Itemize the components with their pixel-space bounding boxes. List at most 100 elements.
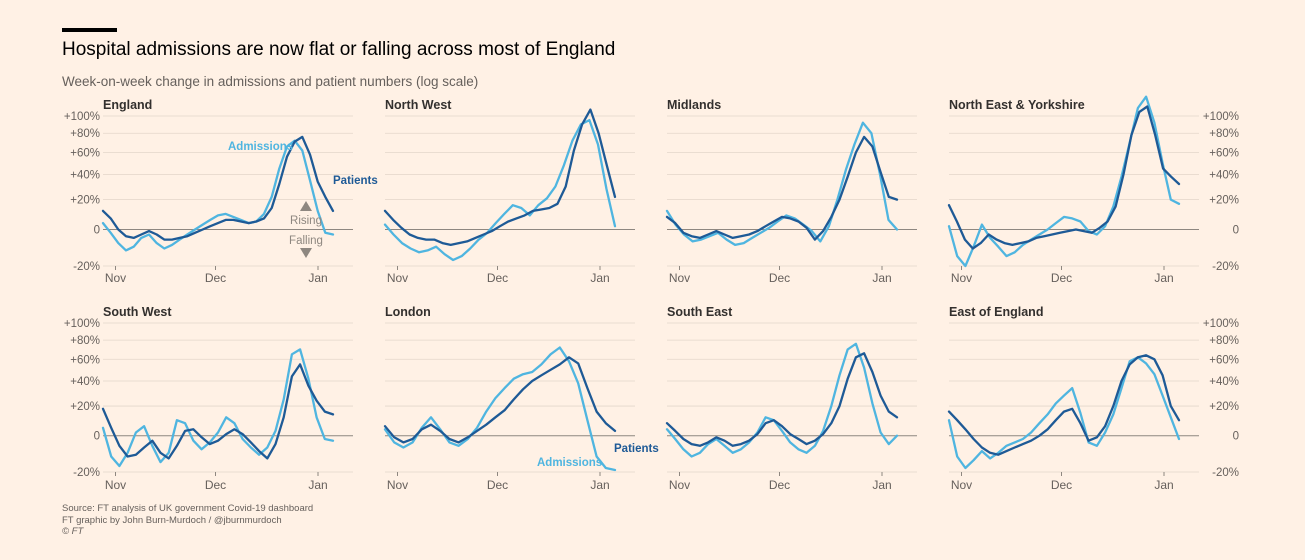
y-tick-label: -20% [1212, 467, 1239, 479]
panel-title: East of England [949, 305, 1043, 319]
admissions-line [947, 95, 1181, 268]
admissions-line [665, 121, 899, 247]
x-tick-label: Dec [769, 478, 790, 492]
x-tick-label: Dec [487, 271, 508, 285]
admissions-line [101, 348, 335, 468]
y-tick-label: -20% [73, 261, 100, 273]
admissions-line [947, 356, 1181, 470]
footer: Source: FT analysis of UK government Cov… [62, 503, 313, 538]
y-tick-label: 0 [1233, 431, 1239, 443]
copyright: © FT [62, 526, 84, 537]
panel-title: England [103, 98, 152, 112]
y-tick-label: +100% [1203, 318, 1239, 330]
y-tick-label: +20% [1209, 195, 1239, 207]
admissions-label-london: Admissions [537, 457, 602, 469]
panel-title: South West [103, 305, 172, 319]
y-tick-label: +40% [70, 169, 100, 181]
panel-north-west: Nov Dec Jan North West [383, 98, 635, 285]
panel-south-east: Nov Dec Jan South East [665, 305, 917, 492]
y-tick-label: +20% [70, 401, 100, 413]
panel-north-east-yorkshire: +100% +80% +60% +40% +20% 0 -20% Nov Dec Jan North… [947, 95, 1239, 285]
x-tick-label: Jan [1154, 478, 1173, 492]
x-tick-label: Nov [669, 271, 690, 285]
admissions-label: Admissions [228, 141, 293, 153]
admissions-line [101, 139, 335, 252]
x-tick-label: Dec [487, 478, 508, 492]
y-tick-label: +80% [1209, 128, 1239, 140]
x-tick-label: Jan [590, 271, 609, 285]
panel-title: South East [667, 305, 733, 319]
chart-title: Hospital admissions are now flat or fall… [62, 39, 616, 60]
panel-title: North West [385, 98, 452, 112]
admissions-line [383, 346, 617, 472]
patients-label-london: Patients [614, 443, 659, 455]
x-tick-label: Nov [387, 271, 408, 285]
falling-label: Falling [289, 235, 323, 247]
panel-title: North East & Yorkshire [949, 98, 1085, 112]
x-tick-label: Dec [205, 478, 226, 492]
x-tick-label: Nov [387, 478, 408, 492]
chart-subtitle: Week-on-week change in admissions and pa… [62, 74, 479, 89]
y-tick-label: -20% [1212, 261, 1239, 273]
y-tick-label: +60% [70, 354, 100, 366]
y-tick-label: 0 [94, 224, 100, 236]
y-tick-label: +60% [70, 148, 100, 160]
patients-line [383, 108, 617, 247]
x-tick-label: Nov [951, 478, 972, 492]
patients-line [947, 105, 1181, 250]
patients-line [665, 352, 899, 447]
x-tick-label: Nov [105, 478, 126, 492]
panel-title: London [385, 305, 431, 319]
x-tick-label: Jan [590, 478, 609, 492]
y-tick-label: +60% [1209, 354, 1239, 366]
y-tick-label: +100% [64, 318, 100, 330]
x-tick-label: Nov [105, 271, 126, 285]
x-tick-label: Jan [308, 271, 327, 285]
x-tick-label: Jan [308, 478, 327, 492]
y-tick-label: +40% [70, 376, 100, 388]
falling-arrow [300, 248, 312, 258]
patients-line [383, 356, 617, 444]
patients-label: Patients [333, 175, 378, 187]
x-tick-label: Jan [1154, 271, 1173, 285]
patients-line [947, 354, 1181, 456]
y-tick-label: -20% [73, 467, 100, 479]
patients-line [101, 135, 335, 241]
rising-label: Rising [290, 215, 322, 227]
panel-east-of-england: +100% +80% +60% +40% +20% 0 -20% Nov Dec Jan East … [947, 305, 1239, 492]
title-accent-bar [62, 28, 117, 32]
y-tick-label: 0 [1233, 224, 1239, 236]
panel-midlands: Nov Dec Jan Midlands [665, 98, 917, 285]
x-tick-label: Dec [1051, 478, 1072, 492]
x-tick-label: Jan [872, 478, 891, 492]
x-tick-label: Dec [1051, 271, 1072, 285]
admissions-line [665, 342, 899, 458]
y-tick-label: +20% [70, 195, 100, 207]
graphic-credit: FT graphic by John Burn-Murdoch / @jburn… [62, 514, 282, 526]
panel-london: Nov Dec Jan London [383, 305, 635, 492]
y-tick-label: +80% [70, 335, 100, 347]
y-tick-label: +100% [64, 111, 100, 123]
y-tick-label: +100% [1203, 111, 1239, 123]
panel-south-west: +100% +80% +60% +40% +20% 0 -20% Nov Dec Jan South… [64, 305, 353, 492]
x-tick-label: Dec [205, 271, 226, 285]
y-tick-label: 0 [94, 431, 100, 443]
rising-arrow [300, 201, 312, 211]
y-tick-label: +80% [1209, 335, 1239, 347]
x-tick-label: Jan [872, 271, 891, 285]
admissions-line [383, 118, 617, 262]
patients-line [101, 363, 335, 460]
x-tick-label: Nov [951, 271, 972, 285]
source-note: Source: FT analysis of UK government Cov… [62, 503, 314, 514]
panel-england: +100% +80% +60% +40% +20% 0 -20% Nov Dec Jan Engla… [64, 98, 353, 285]
y-tick-label: +40% [1209, 376, 1239, 388]
y-tick-label: +40% [1209, 169, 1239, 181]
panel-title: Midlands [667, 98, 721, 112]
y-tick-label: +80% [70, 128, 100, 140]
x-tick-label: Dec [769, 271, 790, 285]
x-tick-label: Nov [669, 478, 690, 492]
y-tick-label: +20% [1209, 401, 1239, 413]
patients-line [665, 135, 899, 241]
y-tick-label: +60% [1209, 148, 1239, 160]
